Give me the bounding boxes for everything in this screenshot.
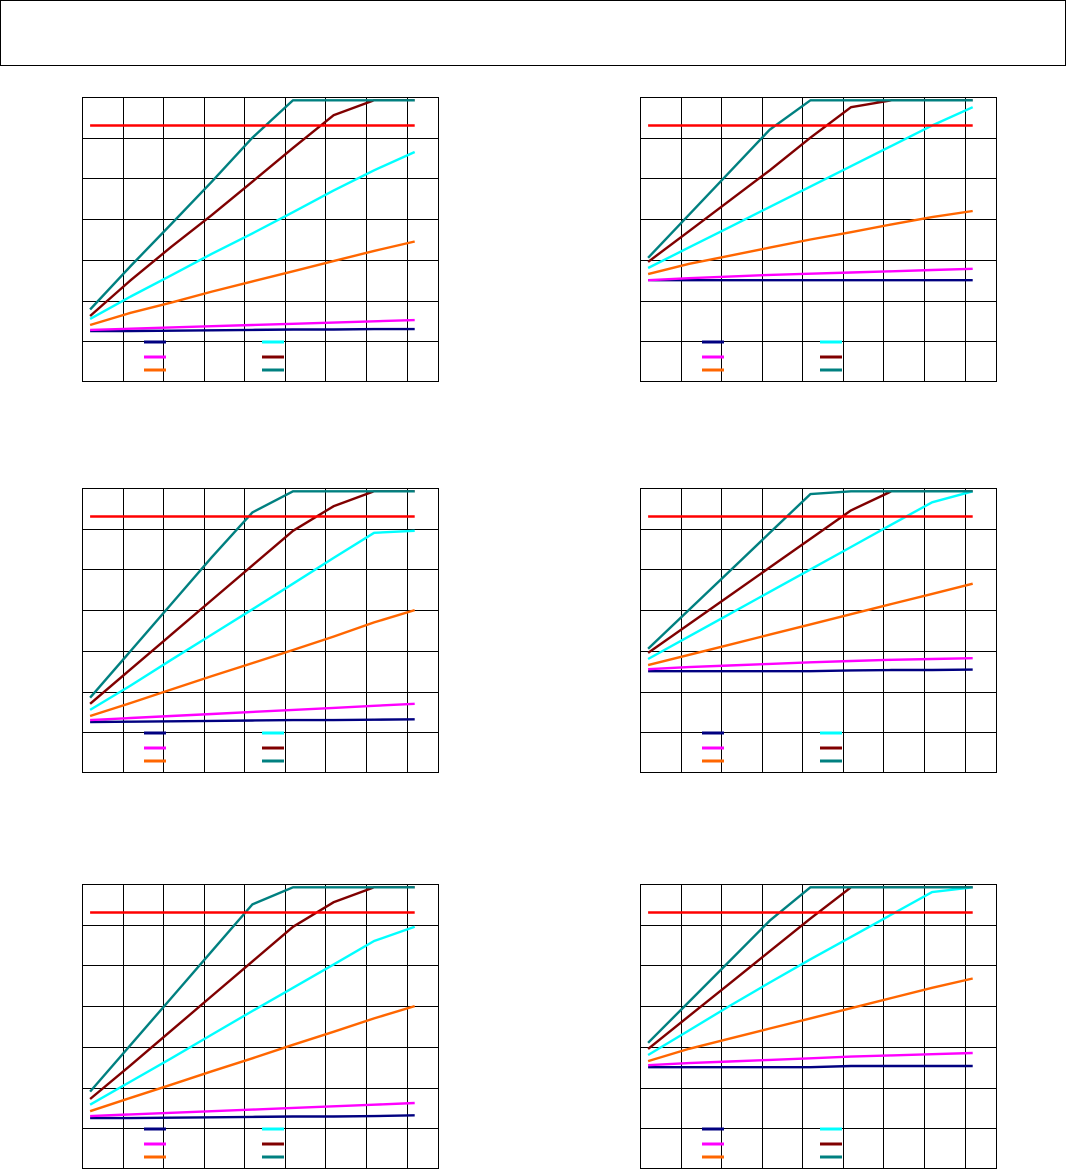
plot-frame [82,488,439,773]
series-line-1 [648,668,973,673]
chart-5 [82,884,439,1169]
series-line-5 [89,886,415,1100]
series-line-5 [89,490,415,705]
chart-3 [82,488,439,773]
series-line-2 [90,318,415,332]
plot-frame [82,97,439,382]
plot-frame [82,884,439,1169]
series-line-3 [647,209,973,276]
series-line-4 [89,529,415,711]
header-box [0,0,1066,66]
series-line-2 [90,1101,415,1118]
series-line-6 [647,490,973,650]
series-line-2 [90,702,415,722]
series-line-6 [89,886,415,1093]
chart-6 [640,884,997,1169]
series-line-4 [89,925,416,1106]
series-line-6 [647,886,973,1044]
chart-1 [82,97,439,382]
series-line-3 [89,240,415,327]
series-line-4 [89,150,416,320]
series-line-5 [89,99,415,317]
series-line-4 [647,886,973,1057]
series-line-3 [647,582,973,667]
series-line-3 [89,608,416,718]
chart-2 [640,97,997,382]
series-line-6 [89,490,415,699]
series-line-3 [89,1004,416,1113]
chart-4 [640,488,997,773]
series-line-1 [648,1064,973,1069]
series-line-6 [89,99,415,311]
series-line-2 [648,267,973,282]
series-line-3 [647,977,973,1063]
series-line-1 [90,718,415,724]
series-line-6 [647,99,973,259]
plot-frame [640,97,997,382]
plot-frame [640,884,997,1169]
series-line-1 [90,1114,415,1120]
series-line-4 [647,106,974,270]
plot-frame [640,488,997,773]
series-line-2 [648,657,973,671]
series-line-1 [90,327,415,333]
series-line-4 [647,490,974,661]
series-line-2 [648,1051,973,1067]
